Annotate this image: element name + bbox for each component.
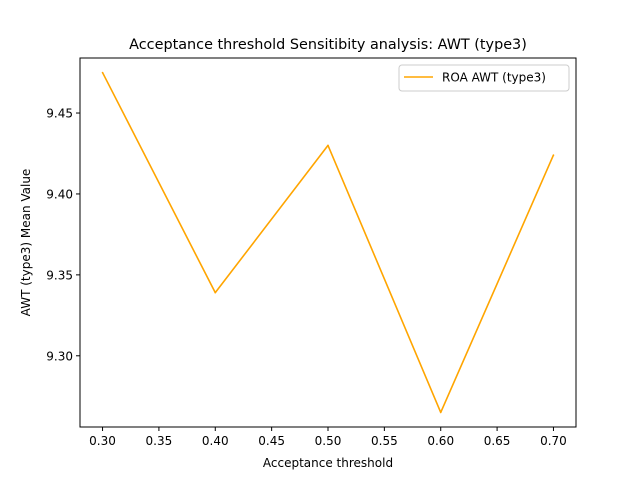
x-axis-label: Acceptance threshold (263, 456, 393, 470)
x-tick-label: 0.40 (202, 434, 229, 448)
x-tick-label: 0.35 (146, 434, 173, 448)
x-tick-label: 0.30 (89, 434, 116, 448)
y-tick-label: 9.30 (46, 349, 73, 363)
x-tick-label: 0.45 (258, 434, 285, 448)
x-tick-label: 0.65 (484, 434, 511, 448)
data-point (439, 411, 442, 414)
x-axis-ticks: 0.30 0.35 0.40 0.45 0.50 0.55 0.60 0.65 0.70 (89, 427, 567, 448)
series-layer (101, 71, 555, 414)
y-tick-label: 9.45 (46, 107, 73, 121)
plot-area: 0.30 0.35 0.40 0.45 0.50 0.55 0.60 0.65 0.70 9.3… (46, 57, 577, 448)
x-tick-label: 0.60 (427, 434, 454, 448)
data-point (552, 154, 555, 156)
y-axis-label: AWT (type3) Mean Value (19, 169, 33, 317)
data-point (101, 71, 104, 74)
legend: ROA AWT (type3) (398, 64, 570, 92)
x-tick-label: 0.70 (540, 434, 567, 448)
y-tick-label: 9.35 (46, 268, 73, 282)
chart-title: Acceptance threshold Sensitibity analysi… (129, 37, 527, 53)
data-point (327, 144, 329, 147)
legend-entry-label: ROA AWT (type3) (442, 71, 546, 85)
y-tick-label: 9.40 (46, 187, 73, 201)
data-point (214, 291, 217, 294)
legend-box (398, 64, 570, 92)
x-tick-label: 0.50 (315, 434, 342, 448)
x-tick-label: 0.55 (371, 434, 398, 448)
y-axis-ticks: 9.30 9.35 9.40 9.45 (46, 107, 80, 363)
